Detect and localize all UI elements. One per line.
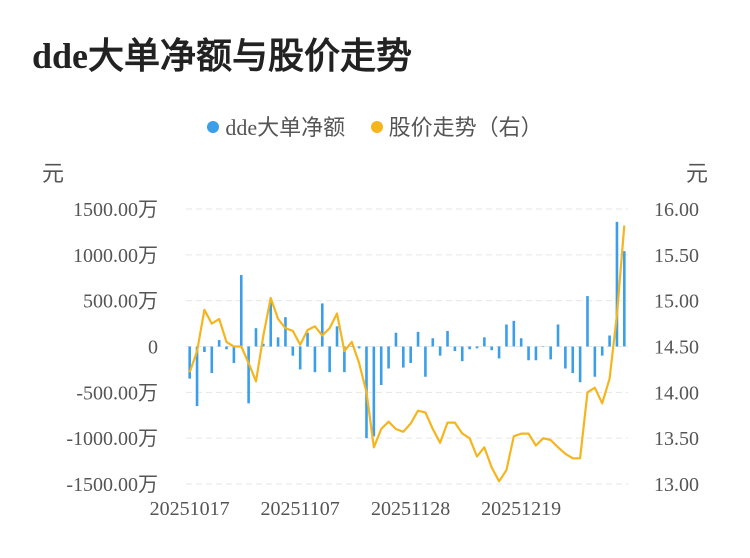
bar xyxy=(519,338,523,347)
bar xyxy=(549,346,552,360)
bar xyxy=(490,346,494,351)
bar xyxy=(210,346,214,374)
bar xyxy=(453,346,457,352)
bar xyxy=(247,346,250,404)
left-y-tick-label: 0 xyxy=(148,337,158,359)
x-axis: 20251017 20251107 20251128 20251219 xyxy=(150,498,562,520)
bar xyxy=(438,346,442,356)
bar xyxy=(298,346,302,370)
bar xyxy=(276,337,280,347)
line-series xyxy=(188,225,626,483)
bar xyxy=(446,330,449,347)
legend: dde大单净额 股价走势（右） xyxy=(0,110,750,142)
bar xyxy=(262,343,265,347)
bar xyxy=(586,296,589,347)
bar xyxy=(431,338,435,347)
bar xyxy=(372,346,376,437)
bar xyxy=(328,346,331,373)
bar xyxy=(623,251,626,347)
bar xyxy=(468,346,471,350)
bar xyxy=(505,324,508,347)
left-y-tick-label: 500.00万 xyxy=(83,291,158,313)
bar xyxy=(409,346,412,363)
chart-title: dde大单净额与股价走势 xyxy=(32,36,413,76)
legend-dot-dde xyxy=(207,121,220,133)
bar xyxy=(497,346,501,359)
left-y-tick-label: 1500.00万 xyxy=(73,199,158,221)
price-line xyxy=(188,225,626,483)
legend-label-dde: dde大单净额 xyxy=(225,115,346,140)
right-axis-unit: 元 xyxy=(685,161,708,186)
bar xyxy=(291,346,295,356)
bar xyxy=(195,346,199,407)
bar xyxy=(402,346,405,368)
right-y-tick-label: 13.00 xyxy=(654,474,699,496)
right-y-tick-label: 16.00 xyxy=(654,199,699,221)
bar xyxy=(416,331,420,347)
x-tick-label: 20251219 xyxy=(481,498,561,520)
bar xyxy=(541,346,545,347)
bar xyxy=(578,346,582,383)
bar xyxy=(424,346,427,377)
x-tick-label: 20251017 xyxy=(150,498,230,520)
bar xyxy=(460,346,464,362)
right-y-tick-label: 13.50 xyxy=(654,428,699,450)
bar xyxy=(313,346,317,373)
bar xyxy=(203,346,206,352)
bar xyxy=(475,346,479,349)
x-tick-label: 20251128 xyxy=(371,498,450,520)
right-y-tick-label: 14.00 xyxy=(654,382,699,404)
bar xyxy=(343,346,346,373)
bar xyxy=(217,340,221,347)
bar xyxy=(306,332,309,347)
bar xyxy=(527,346,530,361)
left-y-tick-label: -500.00万 xyxy=(76,382,158,404)
right-y-tick-label: 15.50 xyxy=(654,245,699,267)
bar xyxy=(387,346,390,369)
legend-label-price: 股价走势（右） xyxy=(388,115,543,140)
grid-lines xyxy=(186,208,628,485)
right-y-tick-label: 15.00 xyxy=(654,291,699,313)
x-tick-label: 20251107 xyxy=(261,498,340,520)
right-y-tick-label: 14.50 xyxy=(654,337,699,359)
bar xyxy=(556,324,560,347)
right-y-axis: 16.00 15.50 15.00 14.50 14.00 13.50 13.00 xyxy=(654,199,699,496)
bar xyxy=(534,346,538,361)
legend-item-price[interactable]: 股价走势（右） xyxy=(370,110,543,142)
bar xyxy=(394,332,398,347)
left-y-tick-label: -1500.00万 xyxy=(66,474,158,496)
bar xyxy=(593,346,597,377)
legend-dot-price xyxy=(370,121,383,133)
bar xyxy=(254,328,258,347)
bar xyxy=(564,346,567,369)
bar xyxy=(225,346,228,350)
left-y-axis: 1500.00万 1000.00万 500.00万 0 -500.00万 -1000.00… xyxy=(66,199,158,496)
bar xyxy=(608,335,611,347)
left-axis-unit: 元 xyxy=(42,161,65,186)
bar xyxy=(269,300,273,347)
bar xyxy=(615,221,619,347)
bar xyxy=(284,317,287,347)
bar xyxy=(357,346,361,349)
bar xyxy=(571,346,575,374)
left-y-tick-label: 1000.00万 xyxy=(73,245,158,267)
bar xyxy=(232,346,236,363)
bar xyxy=(512,320,516,347)
bar xyxy=(379,346,383,385)
bar xyxy=(350,346,354,347)
left-y-tick-label: -1000.00万 xyxy=(66,428,158,450)
legend-item-dde[interactable]: dde大单净额 xyxy=(207,110,345,142)
bar xyxy=(483,337,486,347)
bar-series xyxy=(188,221,626,439)
bar xyxy=(239,275,243,347)
bar xyxy=(335,326,339,347)
bar xyxy=(600,346,604,356)
bar xyxy=(188,346,191,379)
bar xyxy=(320,303,324,347)
